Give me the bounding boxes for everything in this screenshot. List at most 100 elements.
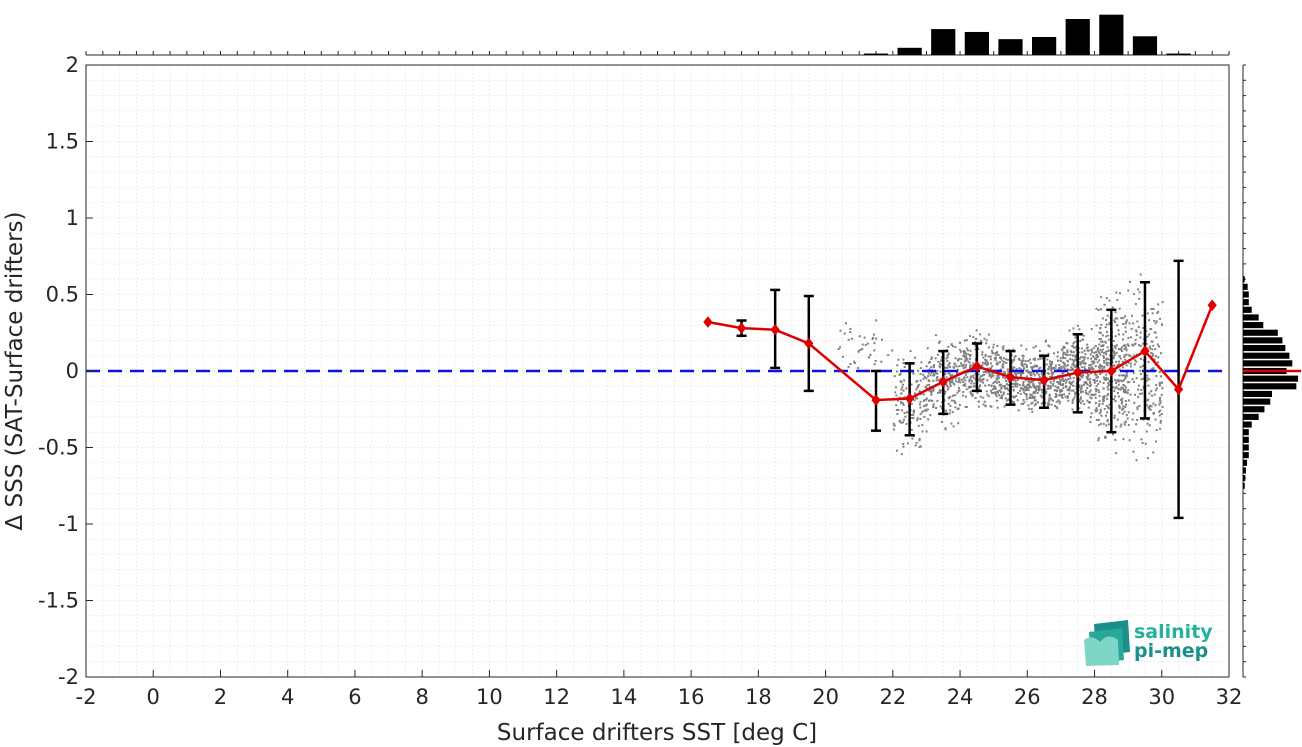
- scatter-point: [1071, 344, 1074, 347]
- scatter-point: [1090, 348, 1093, 351]
- scatter-point: [1100, 296, 1103, 299]
- scatter-point: [1099, 408, 1102, 411]
- scatter-point: [853, 360, 856, 363]
- scatter-point: [969, 349, 972, 352]
- scatter-point: [866, 342, 869, 345]
- scatter-point: [913, 392, 916, 395]
- scatter-point: [911, 437, 914, 440]
- scatter-point: [1125, 353, 1128, 356]
- scatter-point: [1078, 399, 1081, 402]
- scatter-point: [962, 384, 965, 387]
- scatter-point: [1084, 381, 1087, 384]
- scatter-point: [1033, 404, 1036, 407]
- scatter-point: [1092, 362, 1095, 365]
- scatter-point: [921, 424, 924, 427]
- scatter-point: [1106, 357, 1109, 360]
- scatter-point: [1087, 401, 1090, 404]
- scatter-point: [1029, 395, 1032, 398]
- scatter-point: [947, 396, 950, 399]
- scatter-point: [1059, 389, 1062, 392]
- scatter-point: [1148, 404, 1151, 407]
- scatter-point: [1126, 392, 1129, 395]
- scatter-point: [916, 419, 919, 422]
- scatter-point: [1160, 375, 1163, 378]
- scatter-point: [1151, 348, 1154, 351]
- scatter-point: [903, 412, 906, 415]
- scatter-point: [1062, 351, 1065, 354]
- scatter-point: [1118, 411, 1121, 414]
- scatter-point: [1105, 323, 1108, 326]
- scatter-point: [1084, 353, 1087, 356]
- scatter-point: [1069, 353, 1072, 356]
- scatter-point: [1123, 410, 1126, 413]
- scatter-point: [1146, 374, 1149, 377]
- scatter-point: [1120, 423, 1123, 426]
- scatter-point: [963, 356, 966, 359]
- scatter-point: [998, 389, 1001, 392]
- scatter-point: [1049, 387, 1052, 390]
- scatter-point: [979, 378, 982, 381]
- scatter-point: [988, 374, 991, 377]
- scatter-point: [1138, 404, 1141, 407]
- scatter-point: [1073, 396, 1076, 399]
- scatter-point: [1145, 404, 1148, 407]
- scatter-point: [1030, 366, 1033, 369]
- scatter-point: [1130, 327, 1133, 330]
- scatter-point: [1104, 340, 1107, 343]
- scatter-point: [1037, 358, 1040, 361]
- scatter-point: [968, 379, 971, 382]
- scatter-point: [959, 381, 962, 384]
- scatter-point: [1146, 335, 1149, 338]
- scatter-point: [1132, 322, 1135, 325]
- scatter-point: [1059, 391, 1062, 394]
- scatter-point: [1101, 340, 1104, 343]
- scatter-point: [962, 394, 965, 397]
- scatter-point: [918, 390, 921, 393]
- scatter-point: [934, 357, 937, 360]
- scatter-point: [1045, 363, 1048, 366]
- scatter-point: [897, 358, 900, 361]
- scatter-point: [912, 417, 915, 420]
- scatter-point: [939, 377, 942, 380]
- scatter-point: [945, 376, 948, 379]
- scatter-point: [1108, 403, 1111, 406]
- scatter-point: [1114, 387, 1117, 390]
- scatter-point: [985, 361, 988, 364]
- scatter-point: [958, 341, 961, 344]
- scatter-point: [1124, 377, 1127, 380]
- scatter-point: [947, 345, 950, 348]
- scatter-point: [1056, 381, 1059, 384]
- scatter-point: [916, 397, 919, 400]
- scatter-point: [1007, 380, 1010, 383]
- scatter-point: [1087, 375, 1090, 378]
- scatter-point: [1151, 352, 1154, 355]
- scatter-point: [1002, 348, 1005, 351]
- scatter-point: [1097, 437, 1100, 440]
- scatter-point: [1088, 390, 1091, 393]
- scatter-point: [943, 392, 946, 395]
- scatter-point: [1121, 350, 1124, 353]
- scatter-point: [1087, 406, 1090, 409]
- scatter-point: [893, 375, 896, 378]
- scatter-point: [1123, 421, 1126, 424]
- scatter-point: [1014, 373, 1017, 376]
- scatter-point: [958, 387, 961, 390]
- scatter-point: [981, 353, 984, 356]
- scatter-point: [962, 354, 965, 357]
- scatter-point: [1064, 381, 1067, 384]
- scatter-point: [939, 370, 942, 373]
- right-hist-bar: [1243, 452, 1249, 459]
- scatter-point: [1123, 423, 1126, 426]
- scatter-point: [1022, 382, 1025, 385]
- scatter-point: [919, 417, 922, 420]
- scatter-point: [932, 374, 935, 377]
- scatter-point: [996, 377, 999, 380]
- scatter-point: [1020, 361, 1023, 364]
- scatter-point: [971, 380, 974, 383]
- scatter-point: [912, 413, 915, 416]
- scatter-point: [1050, 398, 1053, 401]
- scatter-point: [923, 405, 926, 408]
- x-tick-label: 2: [214, 685, 227, 709]
- scatter-point: [1117, 333, 1120, 336]
- right-hist-bar: [1243, 322, 1264, 329]
